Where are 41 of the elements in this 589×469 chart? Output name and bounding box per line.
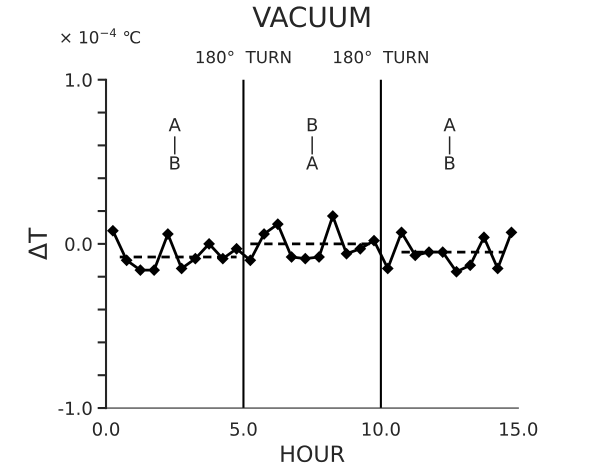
point xyxy=(327,210,338,222)
y-axis-title: ΔT xyxy=(28,228,47,260)
annotation: B | A xyxy=(306,118,318,170)
point xyxy=(134,264,146,276)
point xyxy=(203,238,215,250)
point xyxy=(300,253,311,264)
x-tick-label: 5.0 xyxy=(230,422,257,436)
annotation: A | B xyxy=(444,118,456,170)
point xyxy=(176,262,188,274)
point xyxy=(368,234,380,246)
point xyxy=(410,250,421,261)
point xyxy=(244,254,256,266)
point xyxy=(162,228,174,240)
y-tick-label: 0.0 xyxy=(65,237,92,251)
point xyxy=(464,260,476,271)
annotation: A | B xyxy=(168,118,181,170)
y-tick-label: -1.0 xyxy=(58,401,92,416)
ref-line-label: 180° TURN xyxy=(334,50,428,64)
point xyxy=(286,251,298,263)
point xyxy=(450,266,462,278)
point xyxy=(313,251,325,263)
point xyxy=(354,243,366,254)
point xyxy=(478,232,490,243)
point xyxy=(230,243,242,254)
point xyxy=(396,226,408,238)
point xyxy=(506,226,518,238)
text: × 10$^{−4}$ ℃ xyxy=(61,28,140,44)
chart-title: VACUUM xyxy=(252,6,370,28)
ref-line-label: 180° TURN xyxy=(196,50,290,64)
point xyxy=(340,248,352,260)
x-tick-label: 15.0 xyxy=(500,422,538,436)
y-tick-label: 1.0 xyxy=(66,73,92,87)
point xyxy=(107,225,118,236)
point xyxy=(492,262,504,274)
point xyxy=(382,262,394,274)
point xyxy=(258,228,270,240)
x-tick-label: 0.0 xyxy=(92,422,120,436)
x-axis-title: HOUR xyxy=(281,445,344,462)
x-tick-label: 10.0 xyxy=(362,422,400,436)
point xyxy=(148,264,160,276)
point xyxy=(272,218,284,230)
